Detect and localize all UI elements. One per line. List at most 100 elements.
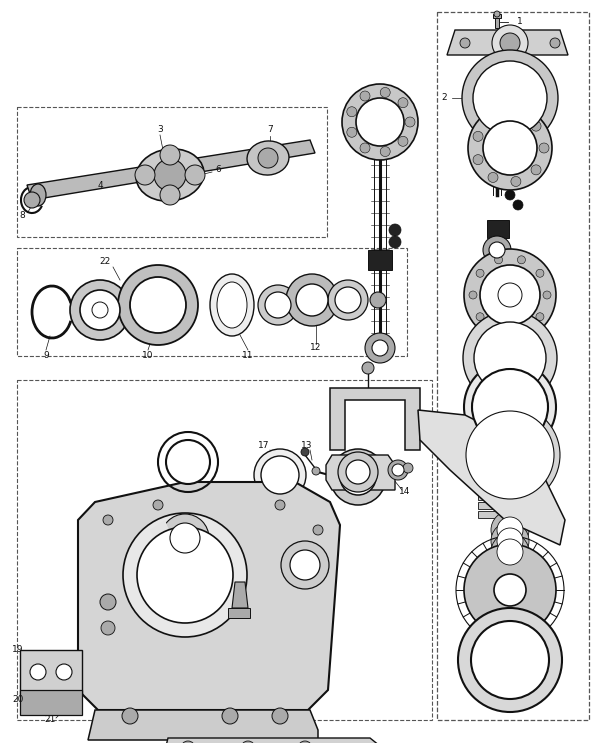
Text: 11: 11 [242,351,254,360]
Circle shape [330,449,386,505]
Circle shape [389,224,401,236]
Circle shape [258,148,278,168]
Circle shape [281,541,329,589]
Circle shape [495,326,502,334]
Circle shape [473,61,547,135]
Circle shape [161,514,209,562]
Circle shape [403,463,413,473]
Circle shape [536,269,544,277]
Polygon shape [27,140,315,200]
Circle shape [491,533,529,571]
Circle shape [103,515,113,525]
Text: 2: 2 [441,94,447,103]
Circle shape [286,274,338,326]
Circle shape [101,621,115,635]
Circle shape [486,271,534,319]
Circle shape [476,313,484,321]
Circle shape [491,511,529,549]
Text: 7: 7 [267,126,273,134]
Polygon shape [20,690,82,715]
Circle shape [380,146,390,157]
Circle shape [463,311,557,405]
Circle shape [347,107,357,117]
Polygon shape [20,650,82,695]
Circle shape [491,522,529,560]
Polygon shape [155,570,178,610]
Circle shape [511,177,521,186]
Circle shape [137,527,233,623]
Text: 13: 13 [301,441,313,450]
Circle shape [488,114,498,123]
Circle shape [398,98,408,108]
Circle shape [265,292,291,318]
Ellipse shape [30,184,46,206]
Circle shape [380,88,390,97]
Text: 12: 12 [310,343,322,352]
Circle shape [362,362,374,374]
Circle shape [458,608,562,712]
Circle shape [392,464,404,476]
Circle shape [70,280,130,340]
Circle shape [490,435,530,475]
Bar [17,107,327,237]
Circle shape [356,98,404,146]
Circle shape [497,528,523,554]
Circle shape [296,284,328,316]
Circle shape [290,550,320,580]
Circle shape [56,664,72,680]
Circle shape [123,513,247,637]
Circle shape [135,165,155,185]
Circle shape [497,539,523,565]
Polygon shape [495,18,499,28]
Circle shape [272,708,288,724]
Polygon shape [326,455,395,490]
Circle shape [254,449,306,501]
Circle shape [517,256,526,264]
Circle shape [153,500,163,510]
Bar [17,248,407,356]
Bar [478,502,542,509]
Circle shape [313,525,323,535]
Circle shape [462,50,558,146]
Text: 14: 14 [399,487,411,496]
Polygon shape [88,710,318,740]
Circle shape [84,294,116,326]
Circle shape [536,313,544,321]
Circle shape [464,544,556,636]
Circle shape [464,361,556,453]
Circle shape [346,460,370,484]
Circle shape [492,25,528,61]
Circle shape [338,452,378,492]
Circle shape [472,369,548,445]
Circle shape [100,594,116,610]
Circle shape [118,265,198,345]
Circle shape [275,500,285,510]
Text: 15: 15 [216,568,228,577]
Circle shape [517,326,526,334]
Polygon shape [330,388,420,450]
Bar [478,493,542,500]
Circle shape [166,440,210,484]
Circle shape [480,265,540,325]
Circle shape [241,741,255,743]
Circle shape [328,280,368,320]
Circle shape [30,664,46,680]
Text: 3: 3 [157,126,163,134]
Circle shape [543,291,551,299]
Text: 9: 9 [43,351,49,360]
Circle shape [347,127,357,137]
Bar [17,380,432,720]
Circle shape [153,543,217,607]
Circle shape [489,242,505,258]
Circle shape [340,459,376,495]
Ellipse shape [136,149,204,201]
Bar [437,12,589,720]
Circle shape [513,200,523,210]
Circle shape [185,165,205,185]
Text: 19: 19 [12,646,24,655]
Circle shape [531,165,541,175]
Circle shape [160,185,180,205]
Circle shape [473,155,483,165]
Circle shape [474,322,546,394]
Circle shape [494,11,500,17]
